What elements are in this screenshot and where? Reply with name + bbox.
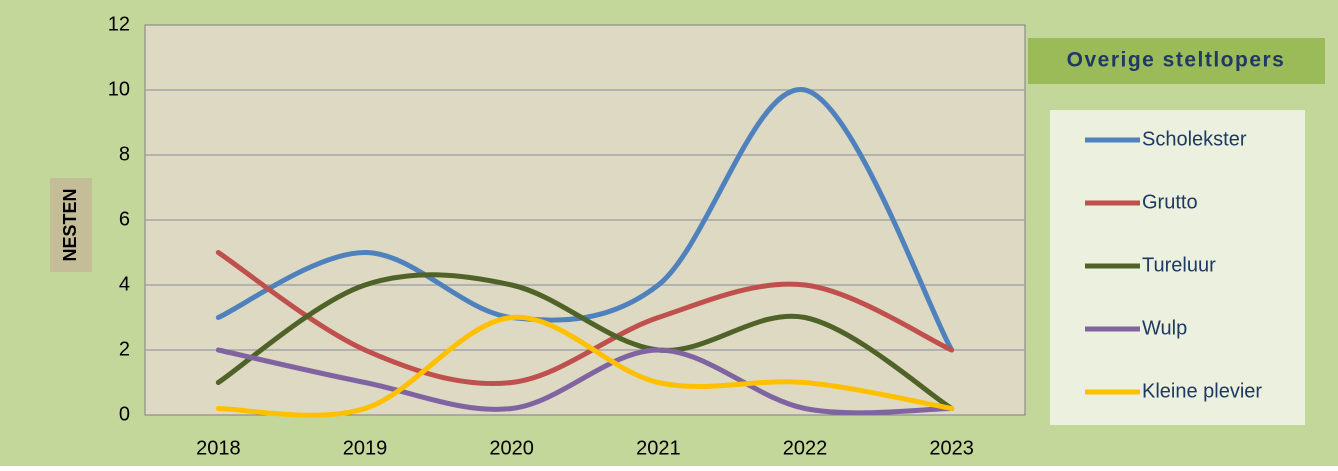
x-tick-label: 2022 — [783, 437, 828, 459]
y-tick-label: 0 — [119, 403, 130, 425]
line-series — [215, 87, 955, 353]
legend-label: Scholekster — [1142, 128, 1247, 150]
x-tick-label: 2023 — [929, 437, 974, 459]
y-axis-label: NESTEN — [60, 188, 80, 261]
y-tick-label: 6 — [119, 208, 130, 230]
line-series — [215, 272, 955, 411]
x-tick-label: 2018 — [196, 437, 241, 459]
x-tick-label: 2021 — [636, 437, 681, 459]
line-series — [215, 314, 955, 418]
chart-title: Overige steltlopers — [1067, 49, 1286, 72]
legend-label: Wulp — [1142, 317, 1187, 339]
line-series — [215, 250, 955, 387]
line-series — [215, 347, 955, 416]
legend-label: Grutto — [1142, 191, 1198, 213]
title-box — [1028, 38, 1325, 84]
y-label-box — [50, 178, 92, 272]
y-tick-label: 4 — [119, 273, 130, 295]
x-tick-label: 2020 — [489, 437, 534, 459]
x-tick-label: 2019 — [343, 437, 388, 459]
legend-label: Tureluur — [1142, 254, 1216, 276]
y-tick-label: 2 — [119, 338, 130, 360]
legend-label: Kleine plevier — [1142, 380, 1262, 402]
y-tick-label: 8 — [119, 143, 130, 165]
y-tick-label: 10 — [108, 78, 130, 100]
y-tick-label: 12 — [108, 13, 130, 35]
